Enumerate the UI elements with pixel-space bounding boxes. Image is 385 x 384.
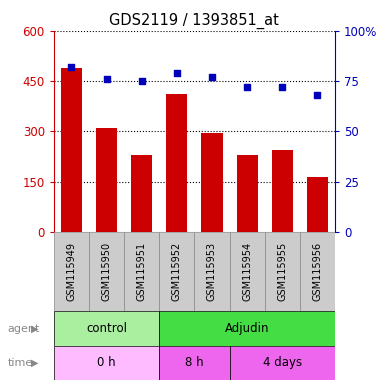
Bar (61, 68, 82, 232)
Bar (272, 150, 293, 232)
Text: GSM115951: GSM115951 (137, 242, 147, 301)
Text: agent: agent (8, 324, 40, 334)
Bar (96, 128, 117, 232)
Text: GSM115956: GSM115956 (312, 242, 322, 301)
FancyBboxPatch shape (54, 232, 89, 311)
Text: GSM115952: GSM115952 (172, 242, 182, 301)
FancyBboxPatch shape (194, 232, 229, 311)
Point (69, 64, 75, 70)
Text: GSM115955: GSM115955 (277, 242, 287, 301)
FancyBboxPatch shape (300, 232, 335, 311)
Text: control: control (86, 322, 127, 335)
Text: 0 h: 0 h (97, 356, 116, 369)
Point (209, 74, 215, 80)
Text: time: time (8, 358, 33, 368)
Text: ▶: ▶ (31, 358, 38, 368)
Title: GDS2119 / 1393851_at: GDS2119 / 1393851_at (109, 13, 280, 29)
Text: 8 h: 8 h (185, 356, 204, 369)
FancyBboxPatch shape (159, 346, 229, 380)
Text: GSM115954: GSM115954 (242, 242, 252, 301)
FancyBboxPatch shape (54, 346, 159, 380)
Text: GSM115953: GSM115953 (207, 242, 217, 301)
FancyBboxPatch shape (89, 232, 124, 311)
Bar (166, 94, 187, 232)
Bar (131, 155, 152, 232)
FancyBboxPatch shape (124, 232, 159, 311)
Text: Adjudin: Adjudin (225, 322, 270, 335)
Point (174, 70, 180, 76)
Text: GSM115949: GSM115949 (67, 242, 77, 301)
Point (139, 78, 145, 84)
Bar (307, 177, 328, 232)
FancyBboxPatch shape (159, 232, 194, 311)
Point (279, 84, 285, 90)
Point (244, 84, 250, 90)
Point (314, 92, 320, 98)
Text: 4 days: 4 days (263, 356, 302, 369)
FancyBboxPatch shape (54, 311, 159, 346)
FancyBboxPatch shape (264, 232, 300, 311)
Bar (201, 133, 223, 232)
Text: ▶: ▶ (31, 324, 38, 334)
Text: GSM115950: GSM115950 (102, 242, 112, 301)
FancyBboxPatch shape (159, 311, 335, 346)
Bar (236, 155, 258, 232)
FancyBboxPatch shape (229, 346, 335, 380)
Point (104, 76, 110, 82)
FancyBboxPatch shape (229, 232, 264, 311)
